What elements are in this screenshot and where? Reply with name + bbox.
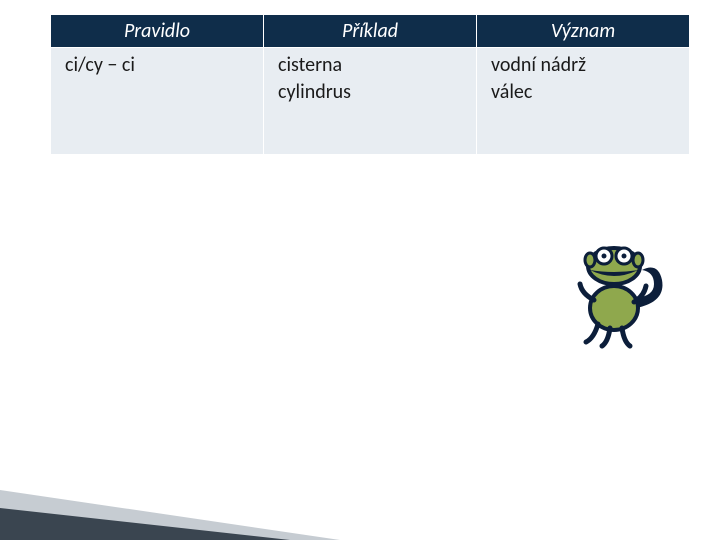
mascot-arm [580, 284, 594, 300]
mascot-ear [633, 253, 643, 267]
decorative-wedge [0, 430, 340, 540]
col-header-example: Příklad [264, 15, 477, 48]
mascot-leg [586, 324, 598, 342]
mascot-ear [585, 253, 595, 267]
mascot-icon [576, 230, 666, 350]
col-header-rule: Pravidlo [51, 15, 264, 48]
rules-table: Pravidlo Příklad Význam ci/cy − ci ciste… [50, 14, 690, 155]
mascot-pupil [622, 254, 627, 259]
mascot-pupil [602, 254, 607, 259]
mascot-leg [622, 328, 630, 346]
table: Pravidlo Příklad Význam ci/cy − ci ciste… [50, 14, 690, 155]
cell-example: cisterna cylindrus [264, 48, 477, 155]
cell-rule: ci/cy − ci [51, 48, 264, 155]
table-row: ci/cy − ci cisterna cylindrus vodní nádr… [51, 48, 690, 155]
col-header-meaning: Význam [477, 15, 690, 48]
cell-meaning: vodní nádrž válec [477, 48, 690, 155]
